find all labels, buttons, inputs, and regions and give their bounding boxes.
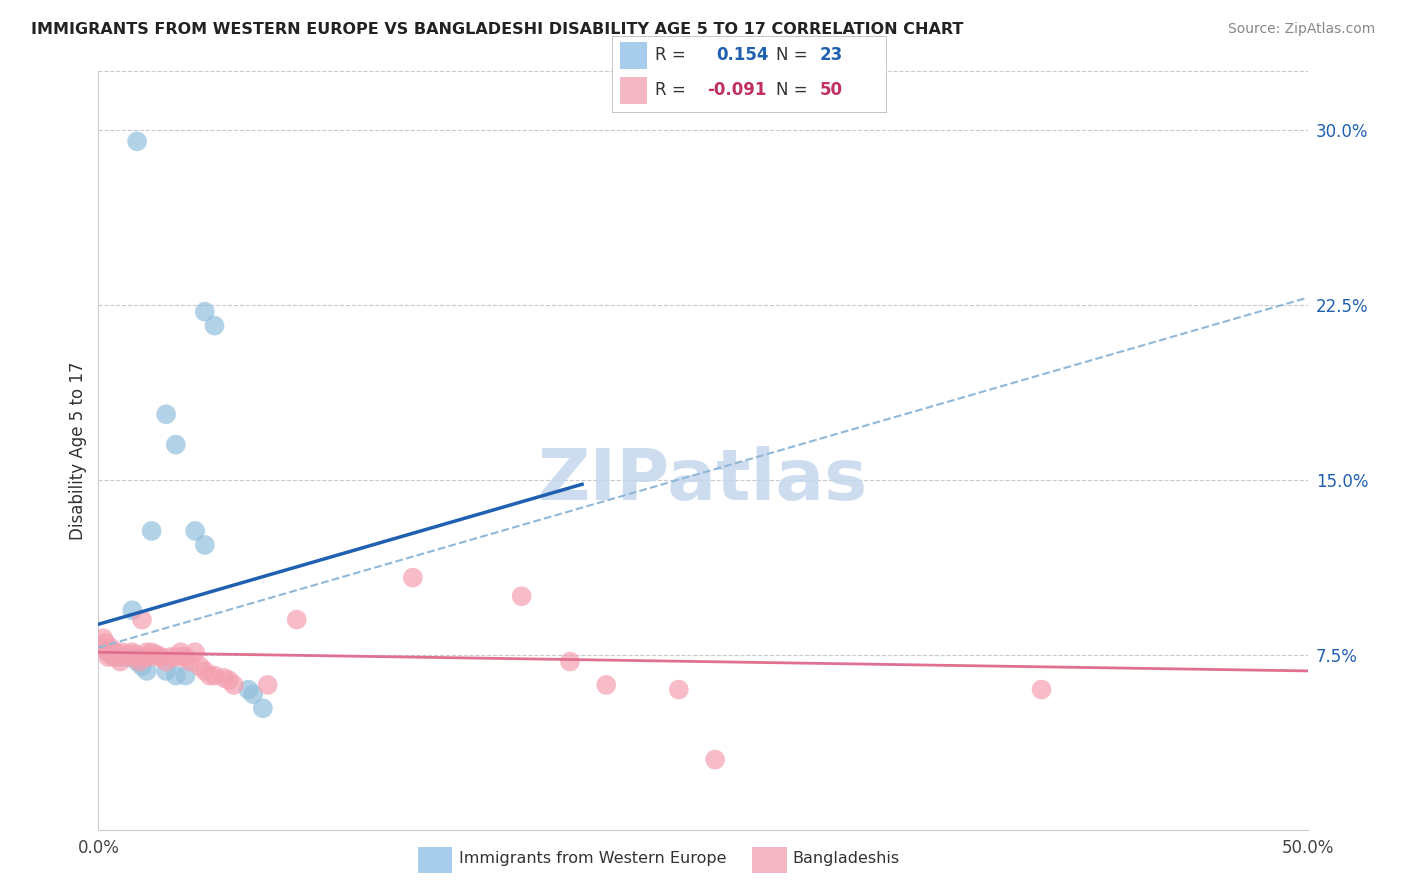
Point [145, 648, 167, 662]
Point [172, 649, 194, 664]
Point [128, 655, 150, 669]
Text: Source: ZipAtlas.com: Source: ZipAtlas.com [1227, 22, 1375, 37]
Point [111, 649, 134, 664]
Point [97, 645, 120, 659]
Point [138, 649, 160, 664]
Text: ZIPatlas: ZIPatlas [538, 446, 868, 516]
Point [141, 524, 163, 538]
Point [256, 678, 278, 692]
Point [101, 649, 124, 664]
Point [252, 701, 274, 715]
Point [94, 636, 117, 650]
Point [174, 668, 197, 682]
Point [118, 649, 141, 664]
Point [121, 603, 143, 617]
Point [704, 753, 727, 767]
Text: Bangladeshis: Bangladeshis [793, 851, 900, 866]
Point [174, 649, 197, 664]
Point [238, 682, 260, 697]
Point [165, 437, 187, 451]
Point [155, 655, 177, 669]
Text: N =: N = [776, 46, 807, 64]
Point [160, 649, 183, 664]
Point [188, 659, 211, 673]
Text: R =: R = [655, 46, 686, 64]
FancyBboxPatch shape [620, 77, 647, 104]
Y-axis label: Disability Age 5 to 17: Disability Age 5 to 17 [69, 361, 87, 540]
Point [165, 649, 187, 664]
Point [204, 318, 226, 333]
Point [179, 655, 201, 669]
Point [194, 538, 217, 552]
Point [558, 655, 581, 669]
Point [285, 613, 308, 627]
Point [155, 407, 177, 421]
Point [131, 659, 153, 673]
Point [510, 589, 533, 603]
Point [1031, 682, 1053, 697]
Point [97, 645, 120, 659]
Point [165, 668, 187, 682]
Point [107, 649, 129, 664]
Point [124, 648, 146, 662]
Point [668, 682, 690, 697]
Point [184, 524, 207, 538]
Point [127, 649, 149, 664]
Point [595, 678, 617, 692]
Point [107, 649, 129, 664]
Text: IMMIGRANTS FROM WESTERN EUROPE VS BANGLADESHI DISABILITY AGE 5 TO 17 CORRELATION: IMMIGRANTS FROM WESTERN EUROPE VS BANGLA… [31, 22, 963, 37]
Text: -0.091: -0.091 [707, 81, 766, 99]
Point [101, 648, 124, 662]
Text: 0.154: 0.154 [716, 46, 768, 64]
Point [127, 134, 149, 148]
Point [148, 649, 170, 664]
Point [135, 645, 157, 659]
Point [204, 668, 226, 682]
FancyBboxPatch shape [620, 42, 647, 69]
Point [117, 648, 139, 662]
Point [127, 655, 149, 669]
Point [218, 673, 240, 688]
Point [91, 632, 114, 646]
Point [402, 571, 425, 585]
Point [134, 649, 156, 664]
FancyBboxPatch shape [419, 847, 453, 872]
Point [141, 645, 163, 659]
Point [121, 645, 143, 659]
Point [91, 640, 114, 655]
Point [111, 645, 134, 659]
Text: 50: 50 [820, 81, 844, 99]
Point [104, 645, 127, 659]
Text: N =: N = [776, 81, 807, 99]
Point [242, 687, 264, 701]
Point [198, 668, 221, 682]
Point [131, 613, 153, 627]
Point [212, 671, 235, 685]
Point [100, 640, 122, 655]
Point [150, 649, 173, 664]
Point [101, 645, 124, 659]
Point [194, 304, 217, 318]
Text: R =: R = [655, 81, 686, 99]
Point [194, 664, 217, 678]
Point [222, 678, 245, 692]
Point [184, 645, 207, 659]
Point [108, 655, 131, 669]
Point [117, 649, 139, 664]
Point [135, 664, 157, 678]
Point [97, 649, 120, 664]
Point [169, 645, 191, 659]
Text: Immigrants from Western Europe: Immigrants from Western Europe [458, 851, 725, 866]
Point [155, 664, 177, 678]
Text: 23: 23 [820, 46, 844, 64]
FancyBboxPatch shape [752, 847, 786, 872]
